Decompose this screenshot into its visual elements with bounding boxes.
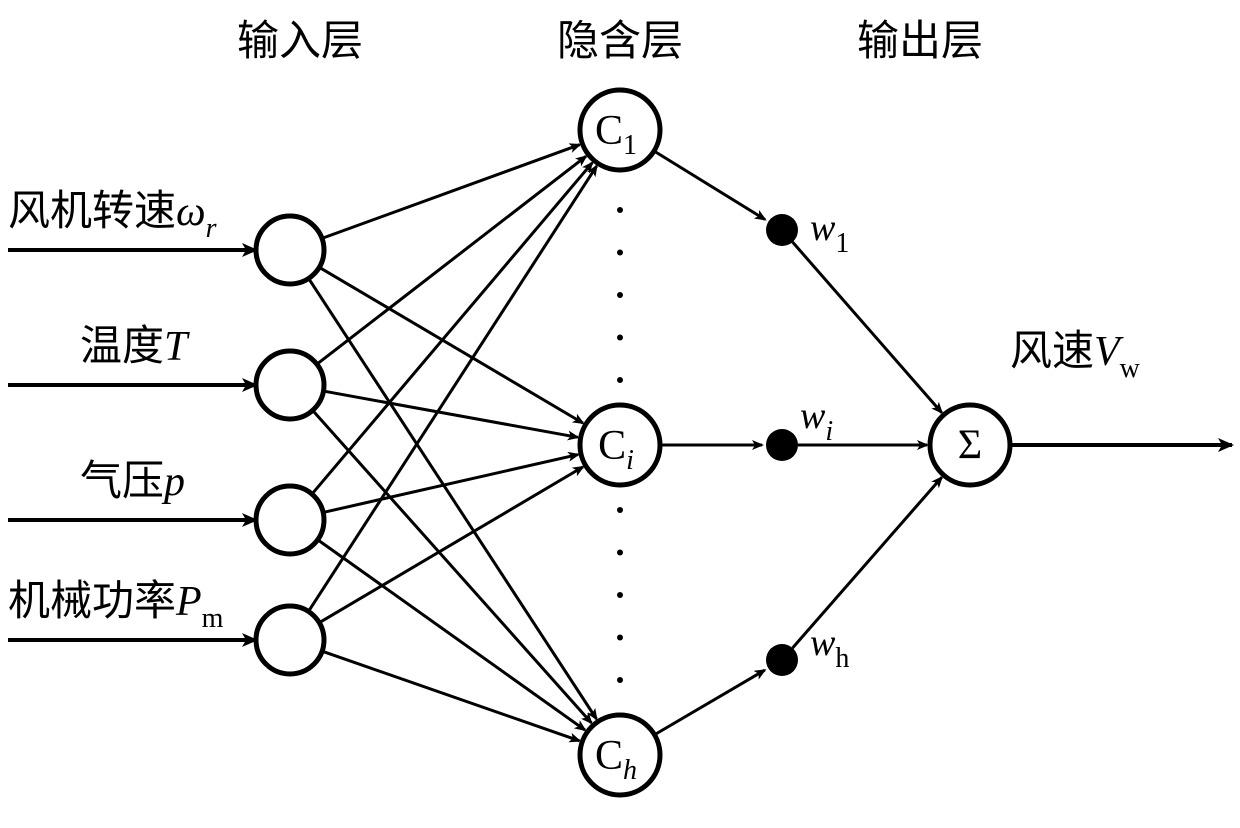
weight-label: wi	[800, 395, 833, 447]
input-label: 风机转速ωr	[8, 189, 217, 244]
output-label: 风速Vw	[1010, 329, 1141, 384]
input-node	[256, 216, 324, 284]
weight-node	[766, 214, 798, 246]
edges-input-hidden	[308, 145, 596, 741]
output-node: Σ 风速Vw	[930, 329, 1232, 485]
weight-node	[766, 644, 798, 676]
weight-label: w1	[810, 207, 849, 259]
weight-node	[766, 429, 798, 461]
layer-label-output: 输出层	[857, 19, 983, 65]
neural-network-diagram: 输入层 隐含层 输出层 风机转速ωr 温度T 气压p 机械功率Pm C1CiCh w1…	[0, 0, 1240, 828]
hidden-nodes: C1CiCh	[580, 90, 660, 795]
layer-label-input: 输入层	[237, 19, 363, 65]
sigma-label: Σ	[958, 423, 982, 469]
input-label: 机械功率Pm	[8, 578, 224, 634]
input-label: 温度T	[80, 324, 190, 370]
edges-hidden-weight	[654, 151, 765, 735]
input-label: 气压p	[80, 459, 185, 505]
weight-label: wh	[810, 622, 849, 674]
edges-weight-output	[793, 242, 942, 648]
weight-nodes: w1 wi wh	[766, 207, 849, 676]
input-node	[256, 486, 324, 554]
input-node	[256, 606, 324, 674]
input-node	[256, 351, 324, 419]
layer-label-hidden: 隐含层	[557, 19, 683, 65]
inputs: 风机转速ωr 温度T 气压p 机械功率Pm	[8, 189, 324, 674]
